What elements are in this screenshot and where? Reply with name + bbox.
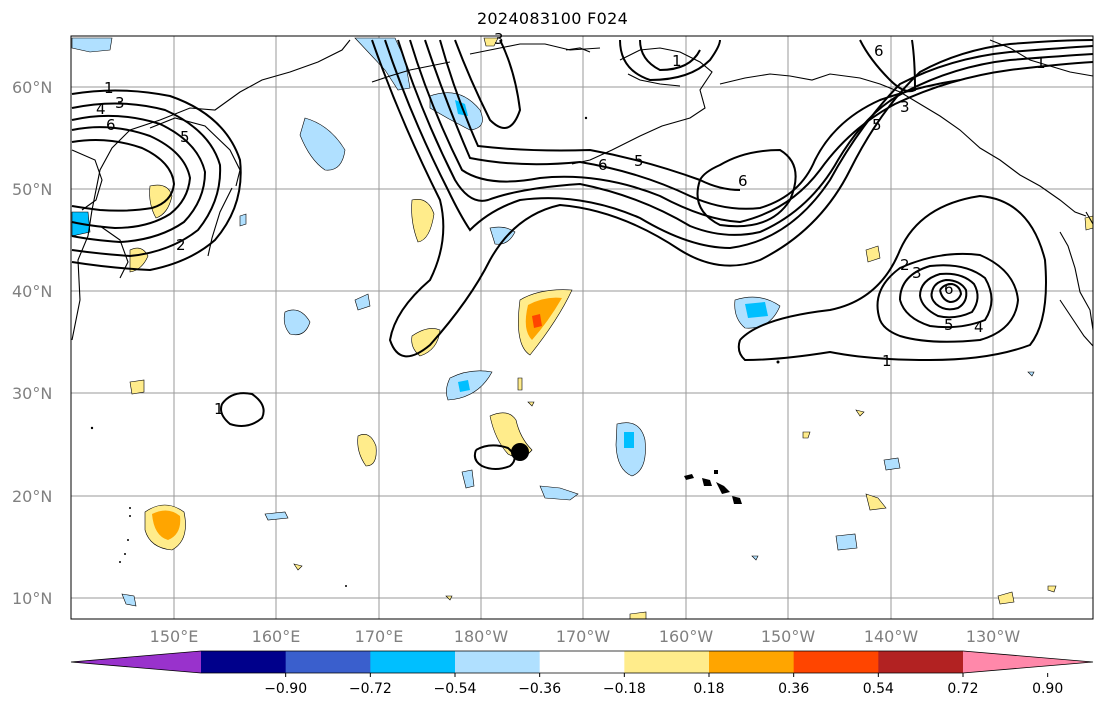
- islands: [90, 116, 780, 587]
- lon-label: 150°E: [150, 627, 199, 646]
- graticule: [71, 36, 1093, 619]
- colorbar-extend-low: [71, 651, 201, 673]
- positive-patch: [411, 328, 441, 357]
- colorbar: −0.90 −0.72 −0.54 −0.36 −0.18 0.18 0.36 0.54 0.7…: [70, 650, 1094, 697]
- positive-patch: [483, 37, 499, 47]
- lon-label: 160°W: [659, 627, 714, 646]
- contour-label: 4: [974, 318, 984, 336]
- contour-label: 3: [115, 94, 125, 112]
- negative-patch: [283, 309, 311, 336]
- colorbar-tick-label: 0.18: [693, 681, 724, 697]
- colorbar-segment: [370, 651, 456, 673]
- contour-label: 1: [1036, 54, 1046, 72]
- map-title: 2024083100 F024: [476, 9, 629, 28]
- lon-label: 180°W: [454, 627, 509, 646]
- colorbar-tick-label: 0.54: [863, 681, 894, 697]
- longitude-labels: 150°E 160°E 170°E 180°W 170°W 160°W 150°…: [150, 627, 1021, 646]
- lat-label: 20°N: [12, 487, 52, 506]
- lon-label: 150°W: [761, 627, 816, 646]
- negative-patch: [835, 533, 858, 551]
- lon-label: 130°W: [966, 627, 1021, 646]
- positive-patch: [997, 591, 1015, 605]
- negative-patch: [429, 92, 483, 131]
- positive-patch: [149, 184, 173, 219]
- lon-label: 160°E: [252, 627, 301, 646]
- lon-label: 140°W: [864, 627, 919, 646]
- contour-label: 6: [944, 280, 954, 298]
- colorbar-tick-label: −0.36: [518, 681, 561, 697]
- colorbar-extend-high: [963, 651, 1093, 673]
- colorbar-tick-label: −0.90: [264, 681, 307, 697]
- lat-label: 40°N: [12, 282, 52, 301]
- negative-patch: [446, 370, 493, 401]
- colorbar-segment: [539, 651, 625, 673]
- colorbar-tick-label: 0.72: [947, 681, 978, 697]
- coastlines: [71, 39, 1094, 347]
- negative-patch: [299, 117, 346, 171]
- colorbar-segment: [709, 651, 795, 673]
- lon-label: 170°E: [355, 627, 404, 646]
- contour-label: 6: [874, 42, 884, 60]
- contour-label: 6: [738, 172, 748, 190]
- positive-patch: [865, 493, 887, 511]
- negative-patch: [539, 485, 579, 501]
- contour-label: 2: [900, 256, 910, 274]
- latitude-labels: 10°N 20°N 30°N 40°N 50°N 60°N: [12, 78, 52, 608]
- lat-label: 30°N: [12, 384, 52, 403]
- colorbar-tick-label: 0.90: [1032, 681, 1063, 697]
- negative-patch: [264, 511, 289, 521]
- contour-label: 2: [176, 236, 186, 254]
- contour-label: 5: [872, 116, 882, 134]
- lon-label: 170°W: [556, 627, 611, 646]
- contour-label: 1: [104, 79, 114, 97]
- map-frame: [70, 35, 1094, 620]
- colorbar-segment: [624, 651, 710, 673]
- colorbar-segment: [285, 651, 371, 673]
- negative-patch: [71, 37, 113, 53]
- colorbar-outline: [70, 650, 1094, 674]
- colorbar-tick-label: −0.18: [603, 681, 646, 697]
- contour-label: 6: [106, 116, 116, 134]
- contour-label: 5: [944, 316, 954, 334]
- contour-lines: [71, 39, 1094, 470]
- contour-label-group: 1 3 4 6 5 2 3 6 5 1 6 5 3 6 2 3 6 5 4 1 …: [96, 30, 1046, 418]
- negative-patch: [354, 293, 371, 311]
- contour-label: 1: [882, 352, 892, 370]
- contour-label: 3: [900, 98, 910, 116]
- colorbar-segment: [455, 651, 541, 673]
- lat-label: 50°N: [12, 180, 52, 199]
- storm-center-marker: [511, 443, 529, 461]
- colorbar-tick-label: −0.54: [434, 681, 477, 697]
- negative-patch: [615, 422, 646, 477]
- positive-patch: [865, 245, 881, 263]
- contour-label: 4: [96, 100, 106, 118]
- positive-patch: [129, 379, 145, 395]
- negative-patch: [461, 469, 475, 489]
- negative-patch: [121, 593, 137, 607]
- colorbar-segment: [793, 651, 879, 673]
- negative-patch: [883, 457, 901, 471]
- lat-label: 10°N: [12, 589, 52, 608]
- contour-label: 3: [494, 30, 504, 48]
- colorbar-tick-label: 0.36: [778, 681, 809, 697]
- contour-label: 6: [598, 156, 608, 174]
- contour-label: 1: [672, 52, 682, 70]
- negative-patch: [354, 37, 411, 91]
- contour-label: 5: [634, 152, 644, 170]
- contour-label: 5: [180, 128, 190, 146]
- colorbar-segment: [201, 651, 287, 673]
- contour-label: 1: [214, 400, 224, 418]
- positive-patch: [411, 199, 435, 243]
- colorbar-tick-label: −0.72: [349, 681, 392, 697]
- colorbar-segment: [878, 651, 964, 673]
- shaded-field: [71, 37, 1094, 620]
- positive-patch: [357, 434, 377, 467]
- lat-label: 60°N: [12, 78, 52, 97]
- map-background: [71, 36, 1093, 619]
- contour-label: 3: [912, 264, 922, 282]
